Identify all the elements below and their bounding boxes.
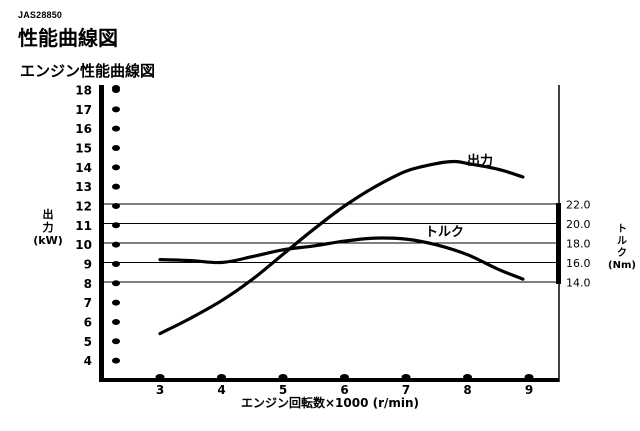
left-tick-label: 4 [84, 354, 92, 368]
left-tick-dot [112, 260, 120, 267]
page-heading: 性能曲線図 [18, 26, 118, 50]
right-axis-label-line: ル [617, 236, 627, 247]
right-axis-label-line: (Nm) [608, 260, 636, 271]
left-tick-dot [112, 125, 120, 132]
left-tick-label: 7 [84, 296, 92, 310]
left-tick-label: 12 [75, 199, 92, 213]
right-tick-label: 20.0 [566, 218, 591, 231]
x-tick-label: 8 [463, 383, 471, 397]
left-axis-line [99, 85, 104, 381]
bottom-axis-line [99, 378, 559, 382]
power-series-line [158, 159, 525, 336]
left-tick-dot [112, 338, 120, 345]
x-tick-dot [155, 374, 165, 380]
left-tick-label: 15 [75, 141, 92, 155]
left-tick-dot [112, 280, 120, 287]
x-axis-ticks: 3 4 5 6 7 8 9 [155, 374, 534, 397]
torque-series-line [158, 236, 525, 281]
power-series-label: 出力 [467, 153, 493, 169]
left-tick-label: 18 [75, 84, 92, 98]
x-tick-label: 9 [525, 383, 533, 397]
left-tick-dot [112, 222, 120, 229]
left-tick-dot [112, 318, 120, 325]
left-tick-dot [112, 144, 120, 151]
left-tick-label: 6 [84, 315, 92, 329]
chart-title: エンジン性能曲線図 [20, 62, 156, 80]
right-axis-label-line: ク [617, 247, 627, 259]
right-axis-torque-segment [556, 203, 561, 284]
left-tick-label: 14 [75, 161, 92, 175]
left-tick-label: 10 [75, 238, 92, 252]
left-tick-label: 8 [84, 277, 92, 291]
left-axis-ticks: 4 5 6 7 8 9 10 11 12 13 14 15 16 17 18 [75, 84, 120, 368]
right-tick-label: 18.0 [566, 238, 591, 251]
left-top-marker-dot [112, 85, 120, 91]
left-axis-label-line: (kW) [33, 234, 63, 247]
left-axis-label-line: 出 [43, 207, 54, 221]
x-tick-dot [278, 374, 288, 380]
left-axis-label-line: 力 [43, 220, 54, 234]
x-tick-dot [463, 374, 472, 380]
x-tick-dot [340, 374, 349, 380]
x-tick-dot [401, 374, 411, 380]
right-axis-ticks: 14.0 16.0 18.0 20.0 22.0 [566, 199, 591, 290]
x-tick-label: 3 [156, 383, 164, 397]
left-tick-dot [112, 164, 120, 171]
left-tick-dot [112, 241, 120, 248]
left-tick-label: 16 [75, 122, 92, 136]
left-tick-label: 5 [84, 335, 92, 349]
left-tick-label: 11 [75, 219, 92, 233]
right-tick-label: 16.0 [566, 257, 591, 270]
left-tick-dot [112, 183, 120, 190]
right-tick-label: 22.0 [566, 199, 591, 212]
left-tick-dot [112, 202, 120, 209]
left-tick-label: 9 [84, 257, 92, 271]
x-tick-dot [524, 374, 534, 380]
right-axis-label-line: ト [617, 223, 627, 235]
document-code: JAS28850 [18, 10, 63, 20]
left-tick-dot [112, 357, 120, 364]
left-axis-label: 出力(kW) [33, 207, 63, 247]
left-tick-label: 17 [75, 103, 92, 117]
x-axis-label: エンジン回転数×1000 (r/min) [241, 395, 419, 410]
x-tick-dot [217, 374, 226, 380]
x-tick-label: 7 [402, 383, 410, 397]
left-tick-dot [112, 106, 120, 113]
right-axis-label: トルク(Nm) [608, 223, 636, 271]
left-tick-dot [112, 299, 120, 306]
x-tick-label: 4 [217, 383, 225, 397]
right-tick-label: 14.0 [566, 277, 591, 290]
x-tick-label: 5 [279, 383, 287, 397]
x-tick-label: 6 [340, 383, 348, 397]
left-tick-label: 13 [75, 180, 92, 194]
torque-series-label: トルク [425, 225, 464, 240]
